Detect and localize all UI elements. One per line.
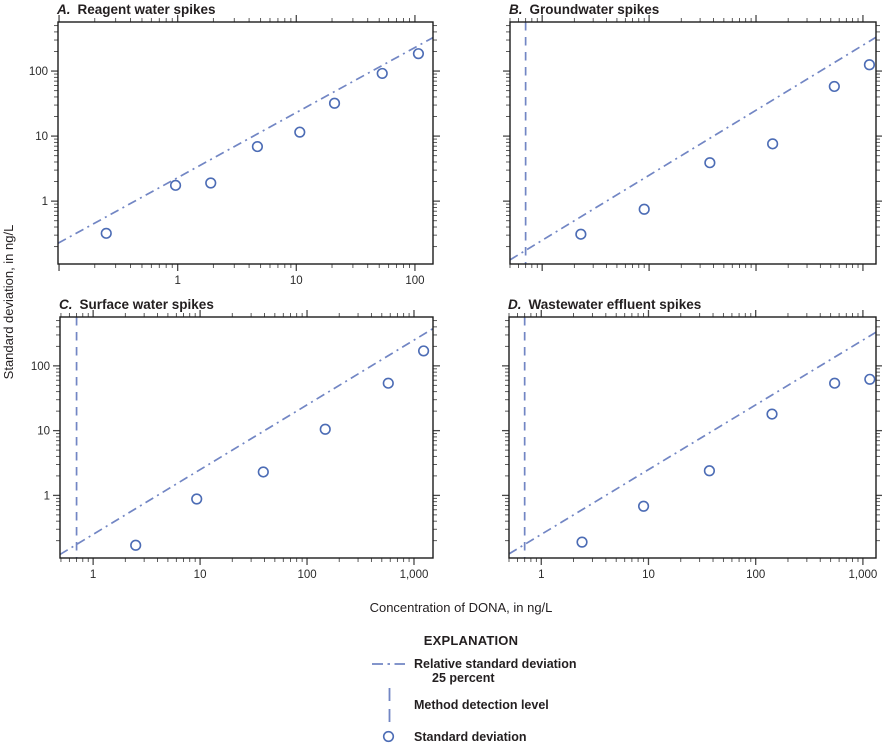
legend-label-mdl: Method detection level — [414, 698, 549, 712]
x-tick-label: 100 — [746, 569, 765, 581]
panel-title-A: A. Reagent water spikes — [57, 2, 216, 17]
data-point — [417, 345, 430, 357]
x-tick-label: 1,000 — [849, 569, 878, 581]
y-tick-label: 1 — [42, 196, 48, 208]
plot-frame — [508, 316, 877, 559]
data-point — [319, 423, 331, 435]
data-point — [637, 500, 650, 512]
data-point — [382, 377, 394, 389]
y-tick-label: 10 — [37, 426, 50, 438]
data-point — [257, 466, 269, 478]
data-point — [169, 179, 182, 191]
data-point — [864, 373, 876, 385]
dashed-vertical-line-swatch-icon — [388, 688, 391, 722]
legend-label-rsd: Relative standard deviation — [414, 657, 577, 671]
data-point — [575, 228, 587, 240]
data-point — [828, 80, 840, 93]
y-tick-label: 1 — [44, 490, 50, 502]
x-axis-title: Concentration of DONA, in ng/L — [369, 600, 553, 615]
legend-label-sd: Standard deviation — [414, 730, 527, 744]
data-point — [638, 203, 650, 215]
dash-dot-line-swatch-icon — [372, 663, 405, 665]
plot-frame — [57, 21, 434, 265]
data-point — [191, 493, 203, 505]
plot-frame — [59, 316, 434, 559]
data-point — [576, 536, 588, 548]
x-tick-label: 10 — [642, 569, 655, 581]
panel-title-B: B. Groundwater spikes — [509, 2, 660, 17]
panel-title-D: D. Wastewater effluent spikes — [508, 297, 702, 312]
x-tick-label: 1 — [90, 569, 96, 581]
x-tick-label: 10 — [194, 569, 207, 581]
rsd-line — [59, 327, 434, 556]
y-axis-title: Standard deviation, in ng/L — [1, 224, 16, 380]
rsd-line — [508, 331, 877, 555]
data-point — [251, 140, 264, 153]
data-point — [703, 465, 715, 477]
legend-label-rsd-line2: 25 percent — [432, 671, 495, 685]
data-point — [376, 67, 388, 80]
data-point — [767, 138, 779, 150]
y-tick-label: 10 — [35, 131, 48, 143]
data-point — [766, 408, 778, 420]
data-point — [205, 177, 217, 189]
x-tick-label: 1,000 — [400, 569, 429, 581]
data-point — [863, 59, 876, 71]
rsd-line — [509, 36, 877, 261]
plot-frame — [509, 21, 877, 265]
y-tick-label: 100 — [31, 361, 50, 373]
data-point — [100, 227, 112, 239]
data-point — [829, 377, 841, 389]
data-point — [412, 48, 425, 60]
x-tick-label: 10 — [290, 275, 303, 287]
y-tick-label: 100 — [29, 66, 48, 78]
x-tick-label: 100 — [405, 275, 424, 287]
rsd-line — [57, 36, 434, 245]
explanation-heading: EXPLANATION — [423, 633, 519, 648]
data-point — [130, 539, 142, 551]
x-tick-label: 1 — [174, 275, 180, 287]
data-point — [704, 157, 716, 169]
x-tick-label: 1 — [538, 569, 544, 581]
data-point — [294, 126, 306, 138]
data-point — [328, 97, 341, 109]
x-tick-label: 100 — [297, 569, 316, 581]
panel-title-C: C. Surface water spikes — [59, 297, 214, 312]
open-circle-swatch-icon — [382, 730, 395, 743]
